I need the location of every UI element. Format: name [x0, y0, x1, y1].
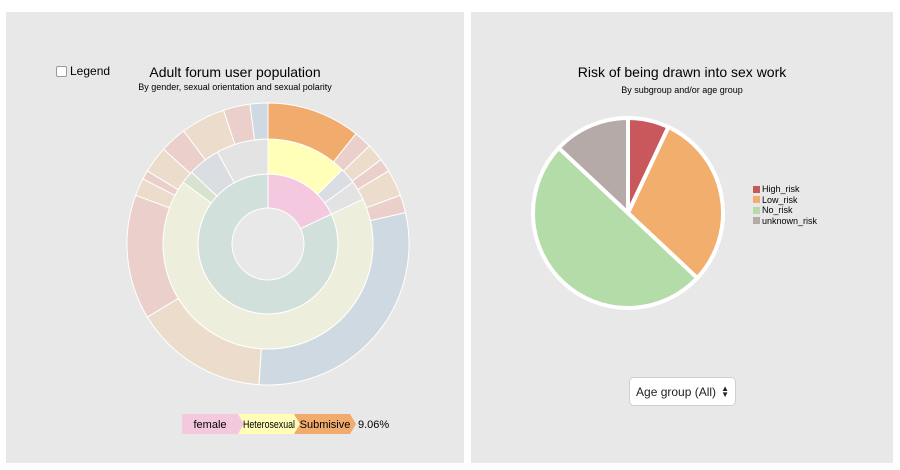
sunburst-chart [126, 102, 410, 386]
legend-swatch [753, 196, 760, 204]
legend-label: unknown_risk [762, 215, 818, 226]
breadcrumb-step-label-2: Heterosexual [243, 419, 295, 431]
breadcrumb-step-2[interactable] [238, 414, 300, 434]
breadcrumb: female Heterosexual Submisive 9.06% [182, 414, 389, 434]
breadcrumb-percent: 9.06% [358, 419, 389, 431]
population-panel: Legend Adult forum user population By ge… [6, 12, 464, 463]
sunburst-subtitle: By gender, sexual orientation and sexual… [138, 82, 332, 92]
risk-panel: Risk of being drawn into sex work By sub… [471, 12, 893, 463]
sunburst-arc-l3-16[interactable] [249, 102, 269, 141]
age-group-select-value: Age group (All) [636, 384, 717, 399]
checkbox-box-icon[interactable] [56, 65, 67, 77]
pie-slice-low-risk[interactable] [626, 125, 725, 281]
legend-checkbox[interactable]: Legend [56, 64, 110, 78]
pie-legend-item-high-risk: High_risk [753, 184, 817, 195]
legend-label: Low_risk [762, 194, 798, 205]
legend-label: High_risk [762, 184, 800, 194]
pie-legend: High_risk Low_risk No_risk unknown_risk [753, 184, 817, 226]
breadcrumb-step-label-3: Submisive [300, 419, 351, 431]
pie-chart [531, 116, 725, 310]
legend-checkbox-label: Legend [70, 64, 111, 78]
legend-swatch [753, 206, 760, 214]
pie-subtitle: By subgroup and/or age group [621, 85, 743, 95]
sunburst-title: Adult forum user population [149, 64, 321, 80]
pie-slice-unknown-risk[interactable] [556, 116, 630, 215]
pie-legend-item-unknown-risk: unknown_risk [753, 216, 817, 227]
legend-label: No_risk [762, 205, 793, 215]
legend-swatch [753, 185, 760, 193]
pie-legend-item-no-risk: No_risk [753, 205, 817, 216]
breadcrumb-step-label-1: female [193, 419, 226, 431]
pie-slice-no-risk[interactable] [531, 145, 700, 310]
pie-legend-item-low-risk: Low_risk [753, 195, 817, 206]
breadcrumb-step-1[interactable] [182, 414, 244, 434]
legend-swatch [753, 217, 760, 225]
breadcrumb-step-3[interactable] [294, 414, 356, 434]
select-arrows-icon: ▲ ▼ [721, 383, 729, 399]
age-group-select[interactable]: Age group (All) ▲ ▼ [630, 378, 735, 405]
pie-title: Risk of being drawn into sex work [577, 64, 787, 80]
